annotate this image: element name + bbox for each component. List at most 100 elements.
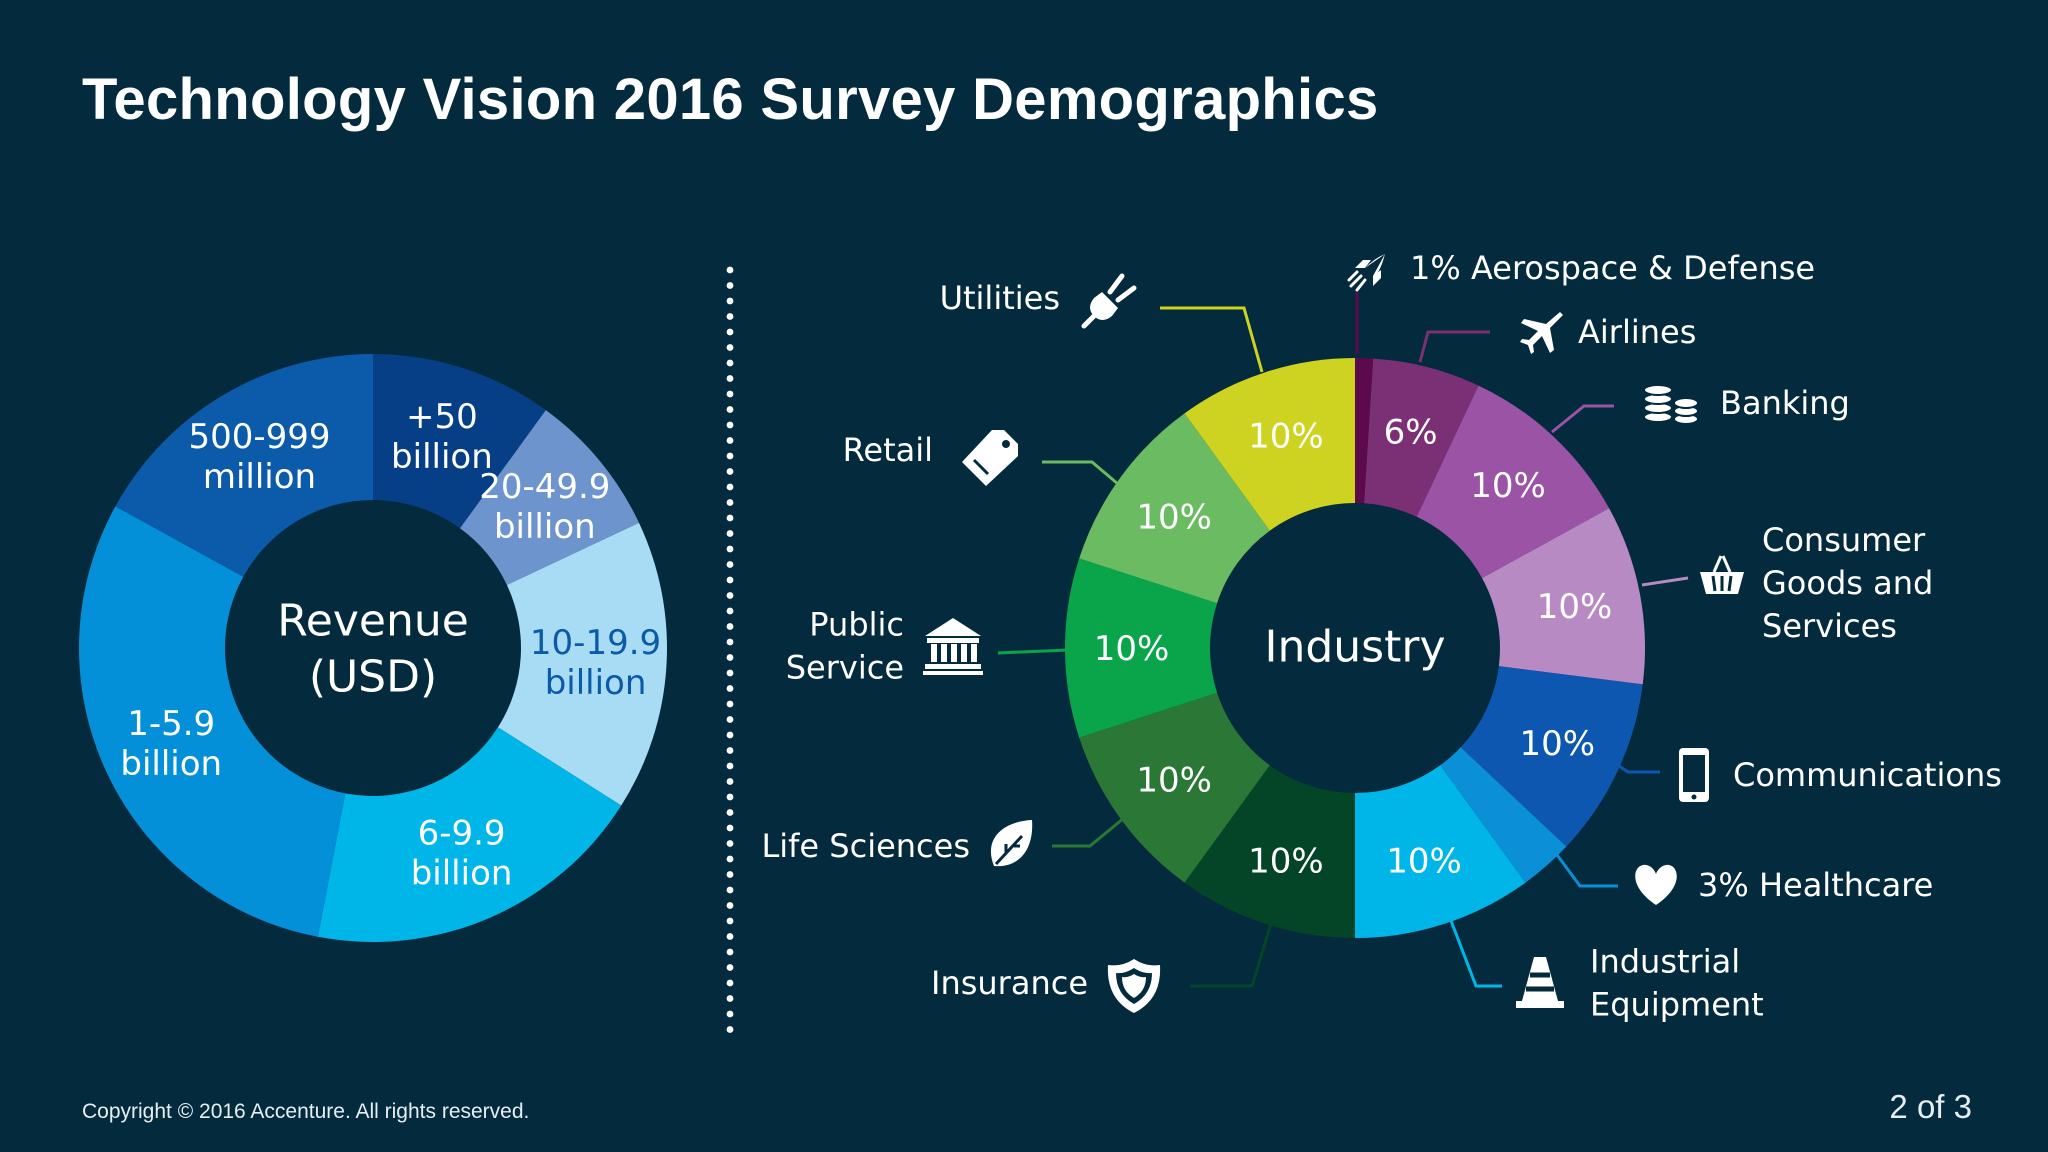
divider-dot [726,716,734,723]
heart-icon [1635,864,1677,905]
divider-dot [726,809,734,816]
divider-dot [726,871,734,878]
industry-legend-banking: Banking [1720,384,1850,422]
divider-dot [726,483,734,491]
divider-dot [726,297,734,305]
bank-icon [923,618,983,675]
divider-dot [726,669,734,677]
leader-line-life-sciences [1052,816,1125,848]
divider-dot [726,793,734,801]
industry-legend-airlines: Airlines [1578,313,1696,351]
divider-dot [726,685,734,692]
revenue-slice-20-49-9-billion [459,410,640,585]
divider-dot [726,762,734,770]
industry-value-label-communications: 10% [1519,724,1595,764]
page-indicator: 2 of 3 [1889,1088,1972,1125]
revenue-slice-10-19-9-billion [497,522,667,806]
divider-dot [726,561,734,568]
leader-line-insurance [1190,919,1274,988]
basket-icon [1700,555,1744,594]
divider-dot [726,902,734,909]
industry-value-label-utilities: 10% [1248,416,1324,456]
divider-dot [726,979,734,987]
industry-slice-public-service [1064,558,1218,738]
divider-dot [726,406,734,413]
industry-value-label-airlines: 6% [1384,412,1438,452]
revenue-slice-label-500-999-million: 500-999 million [188,417,330,497]
divider-dot [726,824,734,832]
leaf-icon [990,820,1033,867]
revenue-slice-500-999-million [115,354,373,577]
divider-dot [726,933,734,940]
divider-dot [726,592,734,599]
revenue-slice-label-20-49-9-billion: 20-49.9 billion [479,467,610,547]
leader-line-healthcare [1550,847,1618,888]
industry-legend-communications: Communications [1733,756,2002,794]
phone-icon [1679,748,1709,802]
page-title: Technology Vision 2016 Survey Demographi… [82,67,1379,132]
divider-dot [726,545,734,553]
industry-value-label-industrial-equipment: 10% [1386,841,1462,881]
divider-dot [726,607,734,615]
industry-center-label: Industry [1265,621,1446,672]
industry-value-label-life-sciences: 10% [1136,760,1212,800]
divider-dot [726,886,734,894]
industry-slice-retail [1079,413,1270,604]
divider-dot [726,995,734,1002]
industry-legend-insurance: Insurance [931,964,1088,1002]
divider-dot [726,576,734,584]
divider-dot [726,747,734,754]
revenue-slice-label-50-billion: +50 billion [391,397,493,477]
industry-slice-insurance [1184,765,1355,938]
revenue-slice-label-1-5-9-billion: 1-5.9 billion [120,704,222,784]
divider-dot [726,328,734,336]
industry-slice-life-sciences [1079,692,1270,883]
leader-line-public-service [997,648,1069,655]
revenue-center-label: Revenue (USD) [277,595,469,702]
industry-value-label-retail: 10% [1136,498,1212,538]
industry-value-label-public-service: 10% [1094,629,1170,669]
divider-dot [726,731,734,739]
industry-slice-healthcare [1440,747,1567,883]
divider-dot [726,948,734,956]
leader-line-consumer-goods-and-services [1641,576,1689,587]
divider-dot [726,266,734,274]
coins-icon [1643,384,1699,425]
divider-dot [726,514,734,522]
copyright-text: Copyright © 2016 Accenture. All rights r… [82,1100,530,1123]
tag-icon [962,430,1018,486]
cone-icon [1516,957,1564,1008]
divider-dot [726,437,734,444]
revenue-slice-label-6-9-9-billion: 6-9.9 billion [411,814,513,894]
rocket-icon [1347,254,1385,292]
divider-dot [726,530,734,537]
shield-icon [1107,959,1161,1013]
industry-legend-aerospace-defense: 1% Aerospace & Defense [1410,249,1815,287]
divider-dot [726,700,734,708]
divider-dot [726,452,734,460]
industry-legend-retail: Retail [843,431,933,469]
industry-legend-utilities: Utilities [940,279,1060,317]
revenue-slice-50-billion [373,354,546,529]
divider-dot [726,778,734,785]
divider-dot [726,917,734,925]
industry-slice-consumer-goods-and-services [1482,508,1645,685]
divider-dot [726,499,734,506]
industry-donut-chart: 1% Aerospace & Defense 6% Airlines 10% Banki… [761,249,2001,1024]
divider-dot [726,390,734,398]
divider-dot [726,638,734,646]
divider-dot [726,421,734,429]
divider-dot [726,282,734,289]
industry-slice-utilities [1184,358,1355,531]
industry-value-label-insurance: 10% [1248,841,1324,881]
industry-slice-aerospace-defense [1355,358,1374,504]
industry-legend-healthcare: 3% Healthcare [1698,866,1933,904]
divider-dot [726,468,734,475]
industry-value-label-banking: 10% [1470,466,1546,506]
leader-line-utilities [1160,306,1264,373]
divider-dot [726,1010,734,1018]
divider-dot [726,623,734,630]
leader-line-industrial-equipment [1448,917,1502,988]
plug-icon [1081,273,1137,329]
industry-slice-banking [1416,385,1610,579]
